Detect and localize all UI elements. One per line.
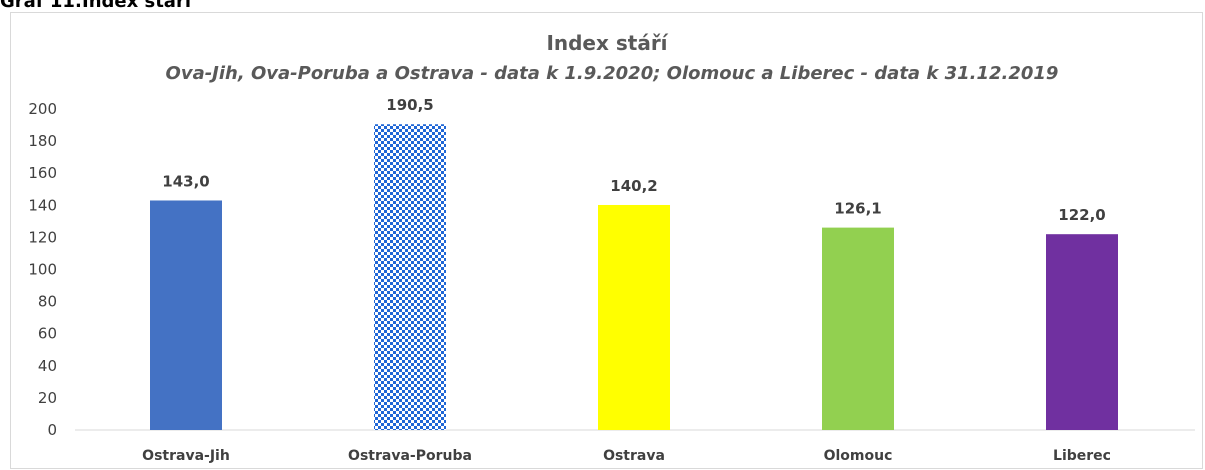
y-tick-label: 20 <box>38 389 57 407</box>
y-tick-label: 80 <box>38 293 57 311</box>
chart-subtitle: Ova-Jih, Ova-Poruba a Ostrava - data k 1… <box>166 63 1059 84</box>
data-label: 122,0 <box>1058 206 1105 224</box>
x-tick-label: Ostrava <box>603 448 665 464</box>
data-label: 143,0 <box>162 172 209 190</box>
x-tick-label: Ostrava-Poruba <box>348 448 472 464</box>
bar <box>598 204 670 430</box>
chart-title: Index stáří <box>546 31 668 55</box>
y-tick-label: 60 <box>38 325 57 343</box>
y-tick-label: 40 <box>38 357 57 375</box>
y-tick-label: 180 <box>28 132 57 150</box>
data-label: 140,2 <box>610 177 657 195</box>
x-tick-label: Ostrava-Jih <box>142 448 230 464</box>
y-tick-label: 140 <box>28 196 57 214</box>
data-label: 190,5 <box>386 96 433 114</box>
y-tick-label: 160 <box>28 164 57 182</box>
x-tick-label: Liberec <box>1053 448 1111 464</box>
y-tick-label: 120 <box>28 228 57 246</box>
caption-number: Graf 11. <box>0 0 82 12</box>
bar <box>1046 234 1118 430</box>
bar <box>822 227 894 430</box>
caption-title: Index stáří <box>82 0 192 12</box>
data-label: 126,1 <box>834 200 881 218</box>
bar <box>150 200 222 430</box>
x-tick-label: Olomouc <box>824 448 893 464</box>
y-tick-label: 100 <box>28 261 57 279</box>
y-tick-label: 200 <box>28 100 57 118</box>
chart-border <box>10 12 1203 469</box>
bar <box>374 124 446 430</box>
y-tick-label: 0 <box>47 421 57 439</box>
